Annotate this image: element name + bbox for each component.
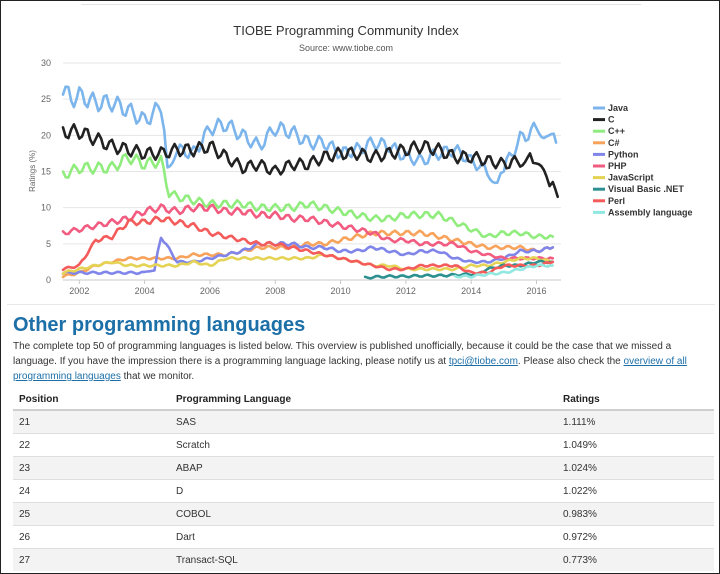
legend-label: C# — [608, 138, 620, 148]
series-line — [61, 153, 555, 240]
y-tick-label: 15 — [41, 167, 51, 177]
legend-item[interactable]: C — [593, 115, 615, 125]
cell-rating: 0.972% — [557, 525, 714, 549]
x-tick-label: 2002 — [69, 286, 89, 296]
grid-lines — [63, 62, 561, 281]
y-axis-title: Ratings (%) — [28, 150, 37, 192]
cell-position: 24 — [13, 479, 170, 503]
section-divider — [7, 304, 715, 305]
legend-label: JavaScript — [608, 173, 654, 183]
y-tick-label: 5 — [46, 239, 51, 249]
cell-language: D — [170, 479, 557, 503]
table-row: 25 COBOL 0.983% — [13, 502, 714, 526]
cell-rating: 0.983% — [557, 502, 714, 526]
legend-label: C — [608, 115, 615, 125]
table-row: 26 Dart 0.972% — [13, 525, 714, 549]
cell-rating: 1.024% — [557, 456, 714, 480]
x-tick-label: 2004 — [135, 286, 155, 296]
table-header-row: Position Programming Language Ratings — [13, 389, 714, 411]
cell-position: 25 — [13, 502, 170, 526]
cell-language: Dart — [170, 525, 557, 549]
cell-language: Scratch — [170, 433, 557, 457]
x-tick-label: 2014 — [461, 286, 481, 296]
cell-language: SAS — [170, 409, 557, 434]
series-line — [61, 123, 559, 199]
cell-language: Transact-SQL — [170, 548, 557, 571]
cell-language: COBOL — [170, 502, 557, 526]
y-axis-ticks: 0 5 10 15 20 25 30 — [41, 58, 51, 285]
legend-label: Java — [608, 103, 629, 113]
cell-rating: 1.022% — [557, 479, 714, 503]
legend-label: C++ — [608, 126, 625, 136]
series-line — [61, 229, 555, 279]
table-row: 27 Transact-SQL 0.773% — [13, 548, 714, 571]
cell-position: 22 — [13, 433, 170, 457]
series-line — [61, 215, 555, 276]
legend-label: Python — [608, 149, 639, 159]
intro-text-2: . Please also check the — [517, 356, 624, 367]
section-title: Other programming languages — [13, 314, 306, 336]
cell-rating: 0.773% — [557, 548, 714, 571]
series-line — [61, 85, 558, 185]
cell-position: 21 — [13, 409, 170, 434]
header-position: Position — [13, 389, 170, 411]
y-tick-label: 25 — [41, 94, 51, 104]
x-tick-label: 2012 — [396, 286, 416, 296]
legend-item[interactable]: C# — [593, 138, 620, 148]
y-tick-label: 30 — [41, 58, 51, 68]
legend-item[interactable]: Visual Basic .NET — [593, 184, 684, 194]
intro-text-3: that we monitor. — [120, 371, 195, 382]
email-link[interactable]: tpci@tiobe.com — [448, 356, 518, 367]
series-line — [61, 202, 555, 261]
series-line — [453, 263, 555, 279]
intro-text-1: The complete top 50 of programming langu… — [13, 341, 672, 367]
table-row: 22 Scratch 1.049% — [13, 433, 714, 457]
cell-position: 27 — [13, 548, 170, 571]
chart-subtitle: Source: www.tiobe.com — [299, 43, 393, 53]
cell-rating: 1.049% — [557, 433, 714, 457]
legend-item[interactable]: JavaScript — [593, 173, 654, 183]
x-tick-label: 2006 — [200, 286, 220, 296]
cell-position: 23 — [13, 456, 170, 480]
x-axis-ticks: 2002 2004 2006 2008 2010 2012 2014 2016 — [69, 280, 547, 296]
x-tick-label: 2016 — [526, 286, 546, 296]
x-tick-label: 2008 — [265, 286, 285, 296]
series-lines — [61, 85, 559, 280]
legend-label: Perl — [608, 196, 625, 206]
table-row: 21 SAS 1.111% — [13, 409, 714, 434]
legend-item[interactable]: Assembly language — [593, 207, 693, 217]
series-line — [363, 259, 555, 280]
y-tick-label: 20 — [41, 130, 51, 140]
tiobe-chart: TIOBE Programming Community Index Source… — [28, 23, 693, 296]
legend-item[interactable]: Perl — [593, 196, 625, 206]
overview-link[interactable]: overview of all programming languages — [13, 356, 687, 382]
y-tick-label: 10 — [41, 203, 51, 213]
languages-table: Position Programming Language Ratings 21… — [13, 389, 714, 571]
legend-item[interactable]: C++ — [593, 126, 625, 136]
legend-item[interactable]: Python — [593, 149, 639, 159]
header-ratings: Ratings — [557, 389, 714, 411]
header-language: Programming Language — [170, 389, 557, 411]
legend-item[interactable]: Java — [593, 103, 629, 113]
cell-language: ABAP — [170, 456, 557, 480]
table-row: 23 ABAP 1.024% — [13, 456, 714, 480]
top-divider — [81, 1, 641, 5]
y-tick-label: 0 — [46, 275, 51, 285]
x-tick-label: 2010 — [331, 286, 351, 296]
series-line — [61, 253, 555, 275]
legend-label: Assembly language — [608, 207, 693, 217]
table-row: 24 D 1.022% — [13, 479, 714, 503]
cell-position: 26 — [13, 525, 170, 549]
series-line — [61, 236, 555, 276]
section-intro: The complete top 50 of programming langu… — [13, 339, 713, 384]
chart-title: TIOBE Programming Community Index — [233, 23, 459, 38]
legend-label: Visual Basic .NET — [608, 184, 684, 194]
legend-item[interactable]: PHP — [593, 161, 627, 171]
cell-rating: 1.111% — [557, 409, 714, 434]
legend-label: PHP — [608, 161, 627, 171]
